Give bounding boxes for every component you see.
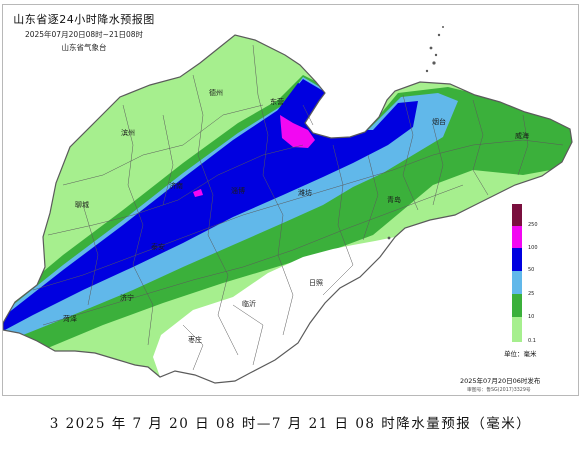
forecast-map: 山东省逐24小时降水预报图 2025年07月20日08时~21日08时 山东省气… [2, 4, 579, 396]
island [425, 69, 429, 73]
legend-swatch-100 [512, 226, 522, 248]
city-label-dongying: 东营 [270, 98, 284, 106]
city-label-rizhao: 日照 [309, 279, 323, 287]
city-label-zaozhuang: 枣庄 [188, 336, 202, 344]
map-approval-number: 审图号：鲁SG(2017)3329号 [467, 388, 531, 393]
figure-caption: 3 2025 年 7 月 20 日 08 时—7 月 21 日 08 时降水量预… [49, 416, 532, 432]
city-label-zibo: 淄博 [231, 187, 245, 195]
map-title-block: 山东省逐24小时降水预报图 2025年07月20日08时~21日08时 山东省气… [9, 11, 159, 53]
valid-period: 2025年07月20日08时~21日08时 [24, 30, 144, 39]
map-title: 山东省逐24小时降水预报图 [13, 13, 155, 26]
issuer: 山东省气象台 [61, 43, 107, 52]
city-label-jinan: 济南 [169, 182, 183, 190]
no-rain-area [153, 237, 395, 383]
county-boundaries [32, 44, 564, 371]
islands [387, 26, 444, 240]
legend-swatch-0-1 [512, 317, 522, 342]
city-label-liaocheng: 聊城 [75, 201, 89, 209]
legend-label-50: 50 [528, 267, 535, 273]
legend-swatch-25 [512, 271, 522, 294]
province-boundary [3, 34, 573, 384]
legend-label-0-1: 0.1 [528, 338, 536, 344]
legend-swatch-250 [512, 204, 522, 226]
city-label-weihai: 威海 [515, 132, 529, 140]
city-label-taian: 泰安 [151, 243, 165, 251]
legend-swatch-50 [512, 248, 522, 271]
city-label-heze: 菏泽 [63, 315, 77, 323]
island [442, 26, 444, 28]
city-label-weifang: 潍坊 [298, 189, 312, 197]
rain-band-100mm [280, 115, 315, 148]
rain-band-50mm [3, 83, 338, 323]
island [429, 46, 433, 50]
city-label-jining: 济宁 [120, 294, 134, 302]
rain-band-100mm-spot [193, 189, 203, 197]
city-label-qingdao: 青岛 [387, 196, 401, 204]
legend-label-250: 250 [528, 222, 538, 228]
legend-label-10: 10 [528, 314, 535, 320]
island [432, 61, 436, 65]
island [437, 33, 441, 37]
city-label-linyi: 临沂 [242, 300, 256, 308]
city-label-yantai: 烟台 [432, 118, 446, 126]
precipitation-map-svg [3, 26, 573, 384]
legend-swatch-10 [512, 294, 522, 317]
legend-unit: 单位：毫米 [504, 350, 537, 358]
island [387, 236, 391, 240]
city-label-binzhou: 滨州 [121, 129, 135, 137]
legend-label-25: 25 [528, 291, 535, 297]
issue-time: 2025年07月20日06时发布 [460, 377, 541, 385]
legend-label-100: 100 [528, 245, 538, 251]
island [434, 53, 438, 57]
city-label-dezhou: 德州 [209, 89, 223, 97]
